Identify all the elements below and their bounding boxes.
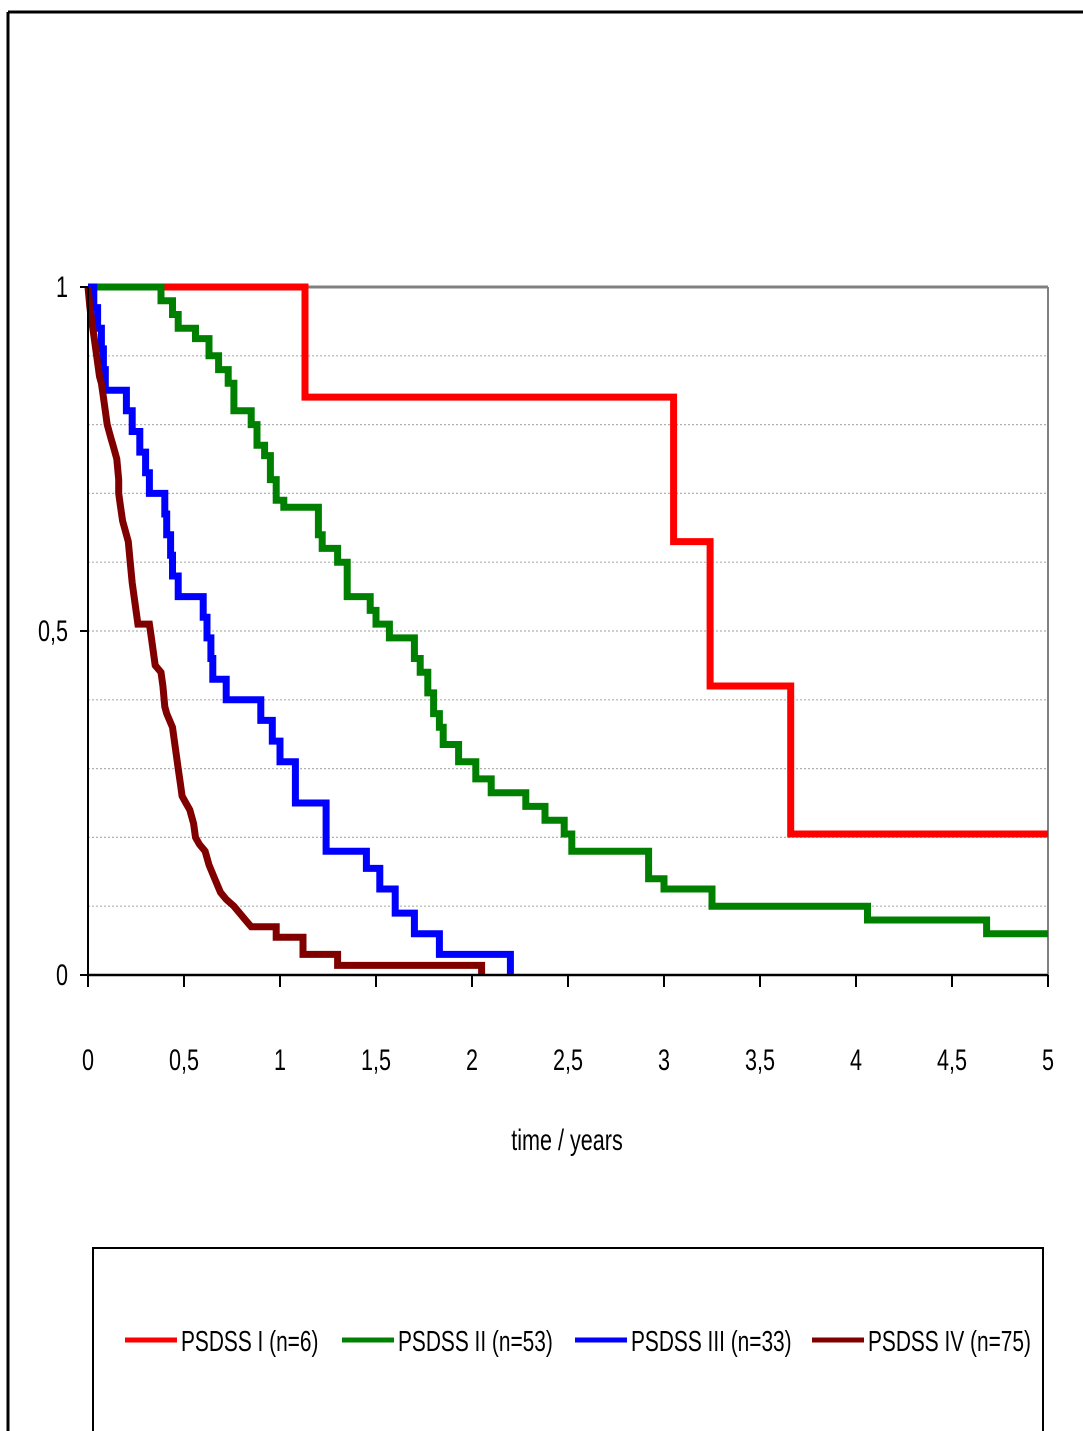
y-tick-label: 1 (56, 269, 68, 303)
legend-label: PSDSS II (n=53) (398, 1326, 553, 1358)
y-tick-label: 0,5 (38, 613, 68, 647)
legend-label: PSDSS I (n=6) (181, 1326, 318, 1358)
x-tick-label: 0,5 (169, 1042, 199, 1076)
x-tick-label: 5 (1042, 1042, 1054, 1076)
series-line-4 (84, 286, 486, 975)
x-tick-label: 0 (82, 1042, 94, 1076)
x-tick-label: 4,5 (937, 1042, 967, 1076)
x-tick-label: 2 (466, 1042, 478, 1076)
x-tick-label: 2,5 (553, 1042, 583, 1076)
legend-label: PSDSS III (n=33) (631, 1326, 792, 1358)
legend: PSDSS I (n=6) PSDSS II (n=53) PSDSS III (n… (125, 1326, 1031, 1358)
x-tick-label: 1,5 (361, 1042, 391, 1076)
x-tick-label: 4 (850, 1042, 862, 1076)
y-tick-label: 0 (56, 957, 68, 991)
legend-box (92, 1247, 1044, 1431)
series-line-1 (88, 283, 1048, 838)
x-tick-label: 1 (274, 1042, 286, 1076)
series-line-2 (88, 283, 1048, 938)
x-tick-label: 3 (658, 1042, 670, 1076)
series-line-3 (88, 283, 514, 975)
x-tick-label: 3,5 (745, 1042, 775, 1076)
legend-label: PSDSS IV (n=75) (868, 1326, 1031, 1358)
plot-area: 0 0,5 1 1,5 2 2,5 3 3,5 4 4,5 5 0 0,5 1 (38, 269, 1054, 1076)
x-axis-label: time / years (511, 1122, 623, 1156)
